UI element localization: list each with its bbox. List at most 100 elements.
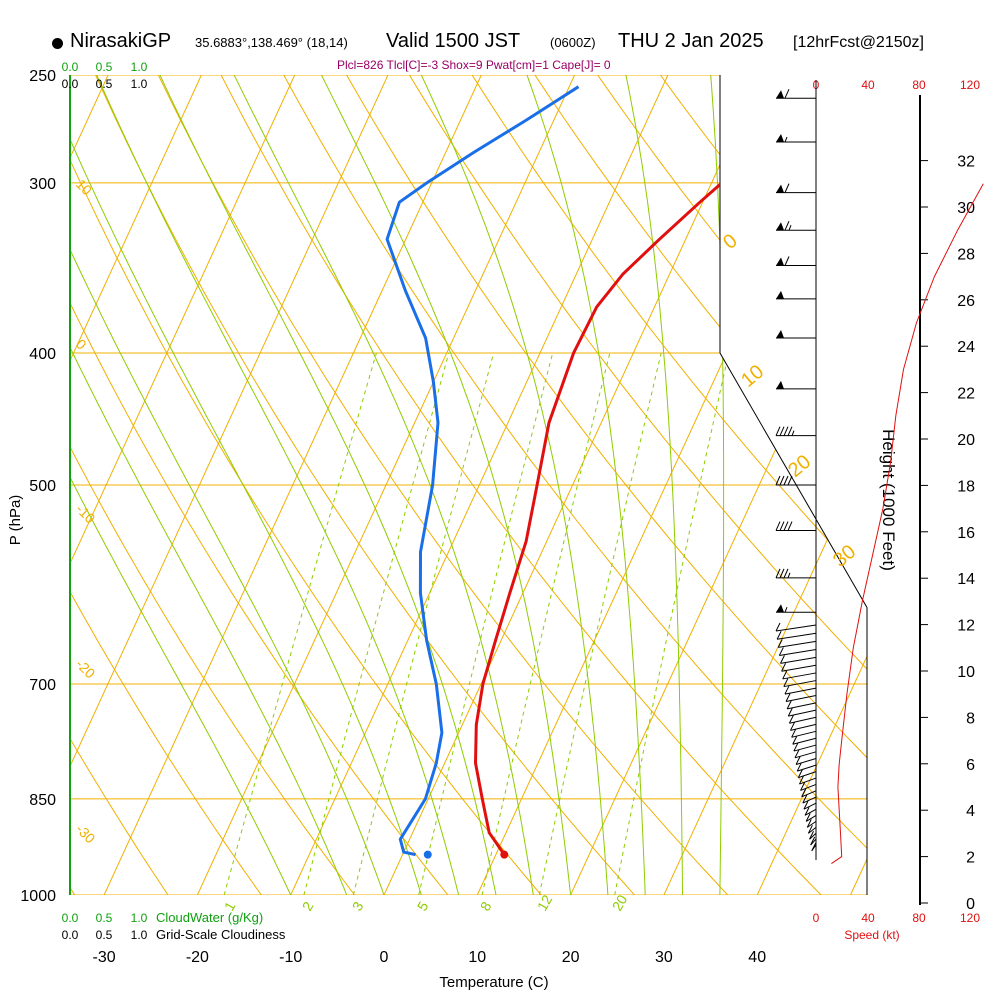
- wind-barb-pennant: [776, 134, 784, 143]
- wind-barb-flag: [783, 426, 789, 436]
- cloud-water-label: CloudWater (g/Kg): [156, 910, 263, 925]
- wind-barb-staff: [791, 730, 817, 738]
- mixing-ratio-label: 3: [349, 899, 367, 914]
- wind-barb-flag: [791, 729, 797, 738]
- dry-adiabat-label: 30: [829, 541, 860, 572]
- dry-adiabat: [408, 75, 867, 895]
- wind-barb: [775, 475, 816, 486]
- speed-scale-bottom: 80: [912, 911, 926, 925]
- wind-barb-low: [792, 736, 817, 745]
- pressure-tick-label: 850: [29, 792, 56, 809]
- temperature-tick-label: -30: [93, 949, 116, 966]
- isotherm-line: [756, 75, 867, 895]
- cloud-water-scale-bottom: 1.0: [131, 911, 148, 925]
- wind-barb-flag: [811, 842, 817, 852]
- isotherm-line: [570, 75, 867, 895]
- moist-adiabat: [70, 75, 348, 895]
- wind-barb-low: [784, 685, 817, 695]
- isotherm-line: [70, 75, 389, 895]
- isotherm-line: [383, 75, 762, 895]
- wind-barb-flag: [800, 782, 806, 791]
- wind-barb-flag: [779, 568, 785, 579]
- wind-barb-flag: [787, 475, 793, 486]
- wind-barb: [776, 220, 816, 231]
- wind-barb-pennant: [776, 604, 784, 613]
- valid-time: Valid 1500 JST: [386, 30, 521, 52]
- dry-adiabat: [157, 75, 729, 895]
- mixing-ratio-label: 20: [609, 892, 631, 914]
- cloud-water-scale-top: 1.0: [131, 60, 148, 74]
- wind-barb-staff: [801, 790, 817, 798]
- wind-barb: [775, 426, 816, 437]
- wind-barb-flag: [803, 800, 809, 810]
- wind-barb-flag: [784, 685, 790, 695]
- wind-barb-low: [807, 825, 817, 834]
- wind-barb-flag: [787, 707, 793, 717]
- wind-barb-flag: [806, 819, 812, 828]
- pressure-tick-label: 1000: [20, 888, 56, 905]
- wind-barb-staff: [792, 737, 817, 745]
- mixing-ratio-line: [538, 352, 662, 895]
- wind-barb-low: [777, 639, 817, 648]
- dry-adiabat: [95, 75, 635, 895]
- dry-adiabat: [534, 75, 867, 895]
- wind-barb-flag: [788, 715, 794, 724]
- wind-barb: [776, 380, 816, 390]
- wind-barb-staff: [806, 820, 817, 828]
- pressure-tick-label: 300: [29, 176, 56, 193]
- wind-barb-flag: [785, 693, 791, 702]
- wind-barb-staff: [778, 640, 817, 648]
- wind-barb-flag: [787, 521, 793, 531]
- wind-barb-flag: [777, 639, 783, 648]
- height-tick-label: 0: [966, 896, 975, 913]
- temperature-tick-label: 10: [468, 949, 486, 966]
- wind-barb-flag: [784, 88, 790, 99]
- wind-barb: [776, 256, 816, 267]
- wind-barb-flag: [810, 836, 816, 846]
- wind-barb-flag: [775, 426, 781, 436]
- height-tick-label: 14: [957, 571, 975, 588]
- dry-adiabat: [70, 75, 542, 895]
- wind-barb-flag: [782, 670, 788, 680]
- height-tick-label: 8: [966, 710, 975, 727]
- isotherm-line: [103, 75, 482, 895]
- wind-barb-pennant: [776, 222, 784, 231]
- wind-barb-flag: [775, 568, 781, 579]
- height-tick-label: 30: [957, 200, 975, 217]
- wind-barb: [776, 134, 816, 143]
- surface-dewpoint-point: [423, 850, 432, 859]
- wind-barb-staff: [809, 832, 817, 840]
- moist-adiabat: [320, 75, 572, 895]
- isotherm-line: [0, 75, 15, 895]
- wind-barb-flag: [775, 622, 781, 632]
- isotherm-label: 10: [73, 176, 95, 198]
- wind-barb-flag: [804, 807, 810, 816]
- wind-barb-staff: [793, 744, 817, 752]
- height-tick-label: 32: [957, 154, 975, 171]
- wind-barb-staff: [779, 648, 817, 656]
- wind-barb-low: [783, 678, 817, 688]
- wind-barb-flag: [807, 825, 813, 834]
- wind-barb-low: [804, 807, 817, 816]
- height-tick-label: 28: [957, 246, 975, 263]
- wind-barb-flag: [776, 631, 782, 640]
- wind-barb-staff: [798, 771, 817, 779]
- wind-barb-staff: [790, 723, 817, 731]
- wind-barb-staff: [802, 796, 817, 804]
- temperature-tick-label: 20: [562, 949, 580, 966]
- wind-barb-flag: [805, 813, 811, 822]
- wind-barb: [776, 88, 816, 99]
- speed-scale-bottom: 40: [861, 911, 875, 925]
- height-tick-label: 12: [957, 618, 975, 635]
- wind-barb-flag: [802, 794, 808, 804]
- wind-barb-flag: [778, 647, 784, 656]
- cloudiness-label: Grid-Scale Cloudiness: [156, 927, 286, 942]
- wind-barb-low: [776, 631, 817, 640]
- x-axis-title: Temperature (C): [439, 974, 548, 991]
- wind-barb: [776, 604, 816, 613]
- temperature-tick-label: -20: [186, 949, 209, 966]
- wind-barb-low: [806, 819, 817, 828]
- wind-barb-flag: [780, 655, 785, 664]
- valid-date: THU 2 Jan 2025: [618, 30, 764, 52]
